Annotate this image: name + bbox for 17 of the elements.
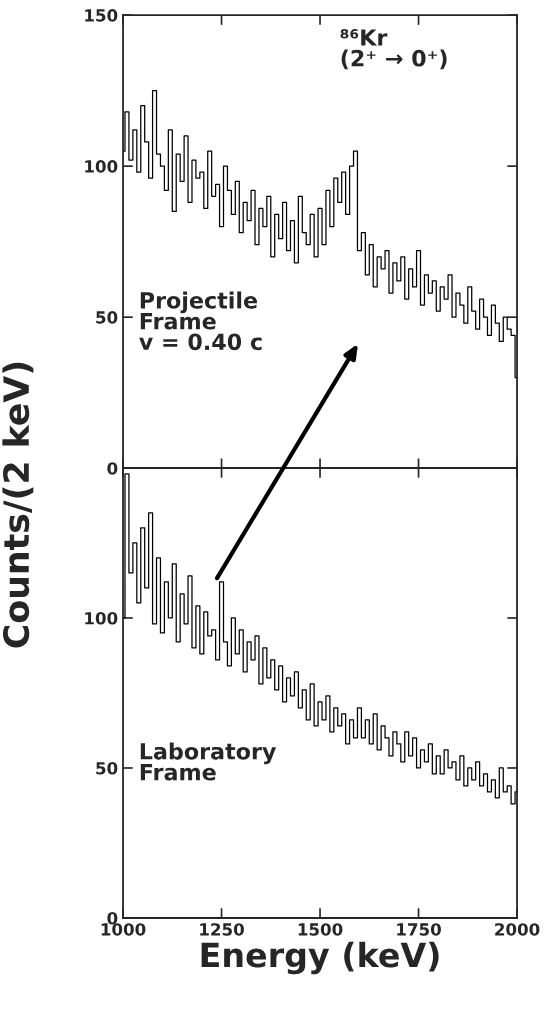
y-tick-label: 0	[107, 911, 118, 925]
x-axis-title: Energy (keV)	[201, 941, 439, 975]
y-tick-label: 50	[96, 761, 118, 775]
y-tick-label: 0	[107, 462, 118, 475]
y-tick-label: 50	[96, 311, 118, 324]
annotation: Projectile Frame v = 0.40 c	[139, 291, 262, 351]
x-tick-label: 1250	[200, 923, 244, 936]
annotation: Laboratory Frame	[140, 742, 276, 781]
x-tick-label: 1750	[397, 923, 441, 936]
annotation: ⁸⁶Kr (2⁺ → 0⁺)	[340, 29, 447, 70]
y-tick-label: 100	[85, 611, 118, 625]
y-axis-title: Counts/(2 keV)	[2, 362, 34, 648]
x-tick-label: 2000	[495, 923, 540, 936]
y-tick-label: 150	[85, 9, 118, 22]
y-tick-label: 100	[85, 160, 118, 173]
x-tick-label: 1000	[101, 923, 146, 936]
x-tick-label: 1500	[298, 923, 343, 936]
